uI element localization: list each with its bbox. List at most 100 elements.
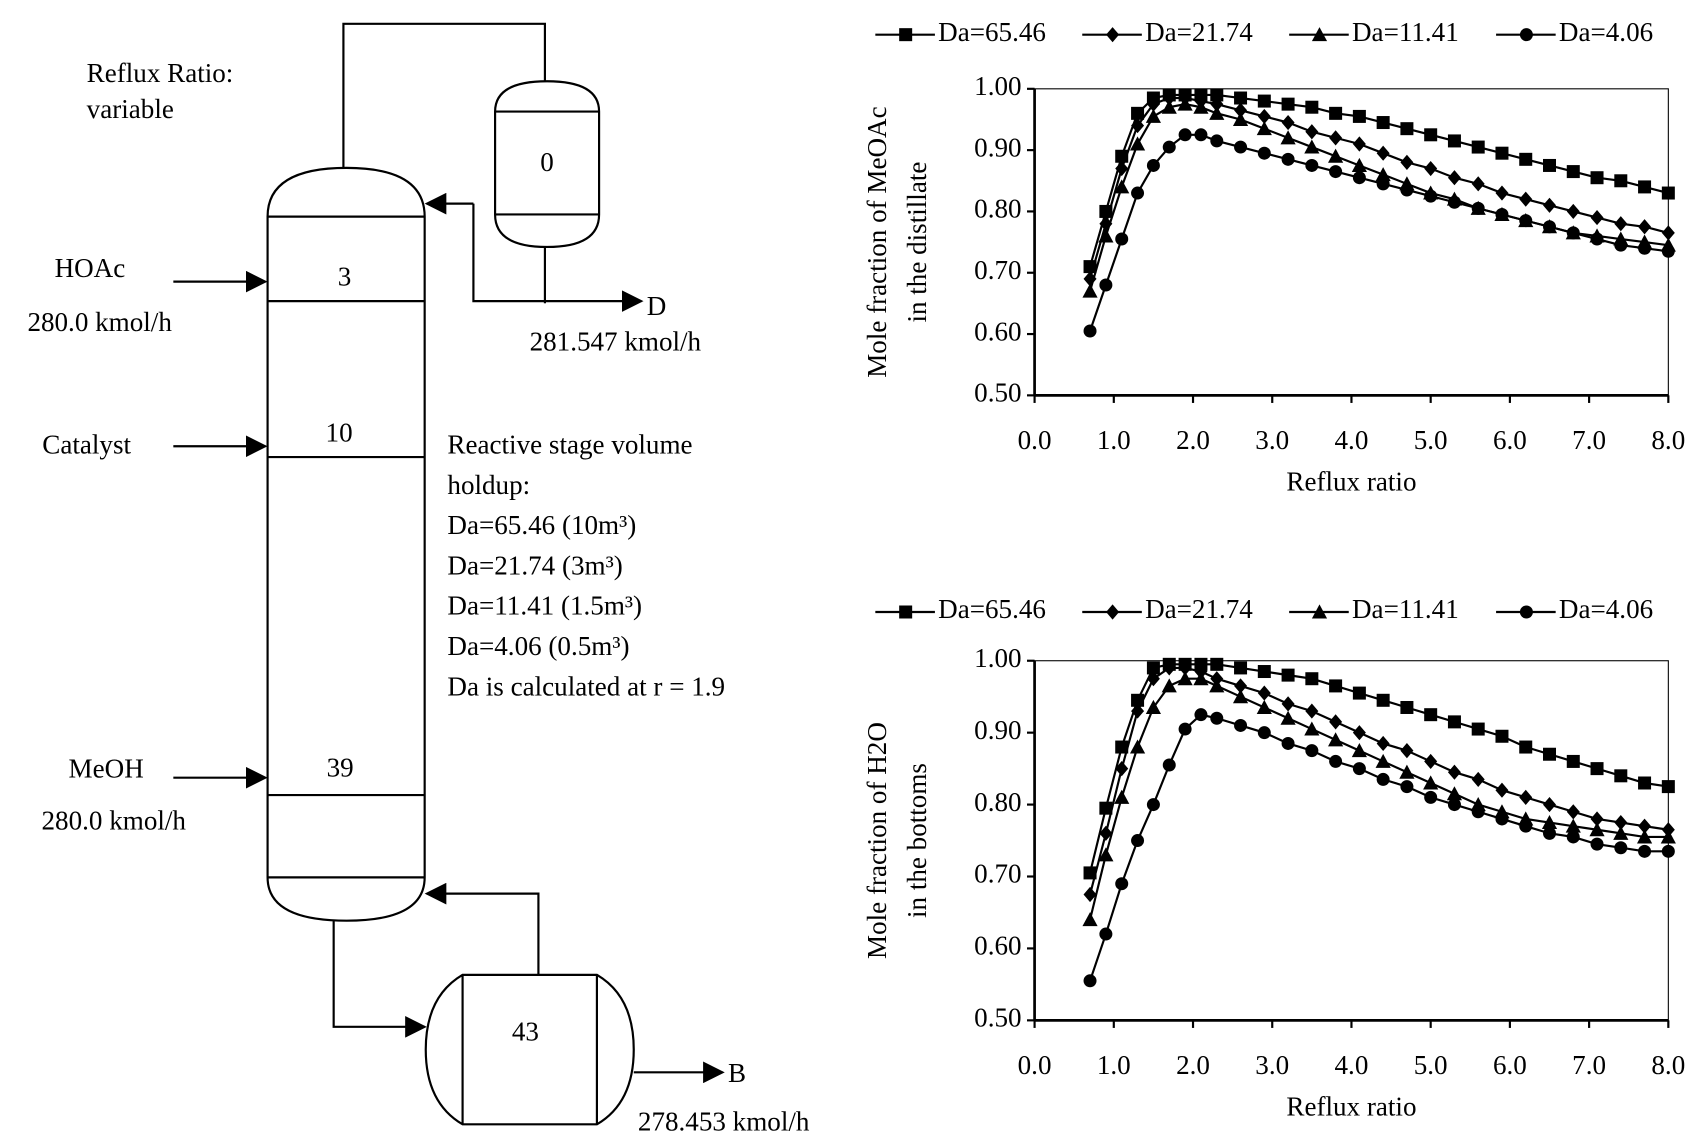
reboiler xyxy=(424,973,635,1126)
marker xyxy=(1329,679,1343,693)
boilup-line xyxy=(424,882,540,975)
chart: 0.50 0.60 0.70 0.80 0.90 1.00 0.0 1.0 2.0 3.0 4.0 5… xyxy=(862,17,1685,497)
marker xyxy=(1471,176,1485,192)
marker xyxy=(1590,811,1604,827)
distillate-line xyxy=(472,203,644,312)
marker xyxy=(1329,165,1343,179)
marker xyxy=(1471,140,1485,154)
marker xyxy=(1376,735,1390,752)
legend-label: Da=65.46 xyxy=(938,17,1046,47)
legend-label: Da=11.41 xyxy=(1352,594,1459,624)
marker xyxy=(1519,152,1533,166)
marker xyxy=(1234,661,1248,675)
x-tick-label: 4.0 xyxy=(1335,425,1369,455)
marker xyxy=(1471,771,1485,787)
marker xyxy=(1305,672,1319,686)
marker xyxy=(1099,216,1113,232)
x-tick-label: 1.0 xyxy=(1097,425,1131,455)
marker xyxy=(1234,678,1248,694)
product-name: D xyxy=(647,291,667,321)
marker xyxy=(1447,195,1461,209)
stage-label: 39 xyxy=(327,752,354,782)
marker xyxy=(1209,105,1225,120)
marker xyxy=(1565,818,1581,833)
marker xyxy=(1447,134,1461,148)
marker xyxy=(1114,179,1130,194)
marker xyxy=(1329,106,1343,120)
y-tick-label: 0.50 xyxy=(974,1003,1021,1033)
series-line xyxy=(1089,133,1669,332)
note-line: holdup: xyxy=(447,470,530,500)
marker xyxy=(1083,324,1097,338)
marker xyxy=(1614,841,1628,855)
y-tick-label: 0.60 xyxy=(974,931,1021,961)
marker xyxy=(1131,118,1145,134)
label: 0 xyxy=(540,147,554,177)
marker xyxy=(1519,789,1533,805)
marker xyxy=(1638,241,1652,255)
marker xyxy=(1495,812,1509,826)
legend-label: Da=21.74 xyxy=(1145,594,1253,624)
feed-name: Catalyst xyxy=(42,430,131,460)
x-tick-label: 0.0 xyxy=(1018,1050,1052,1080)
marker xyxy=(1589,822,1605,837)
marker xyxy=(1447,170,1461,186)
marker xyxy=(1280,710,1296,725)
x-tick-label: 4.0 xyxy=(1335,1050,1369,1080)
holdup-note: Reactive stage volume holdup: Da=65.46 (10… xyxy=(447,430,725,702)
marker xyxy=(1495,185,1509,201)
marker xyxy=(1636,829,1653,844)
marker xyxy=(1304,139,1320,154)
marker xyxy=(1590,837,1604,851)
marker xyxy=(1281,114,1295,131)
marker xyxy=(1329,714,1343,730)
marker xyxy=(1161,99,1177,114)
marker xyxy=(1281,736,1295,750)
x-tick-label: 2.0 xyxy=(1176,1050,1210,1080)
marker xyxy=(1257,108,1271,124)
note-line: Reactive stage volume xyxy=(447,430,692,460)
note-line: Da=11.41 (1.5m³) xyxy=(447,591,642,621)
marker xyxy=(1424,790,1438,804)
legend-marker xyxy=(1311,604,1328,619)
marker xyxy=(1352,136,1366,152)
marker xyxy=(1099,927,1113,941)
marker xyxy=(1638,776,1652,790)
y-axis-label: Mole fraction of MeOAc xyxy=(862,106,892,377)
marker xyxy=(1519,740,1533,754)
marker xyxy=(1193,671,1209,686)
marker xyxy=(1304,721,1320,736)
marker xyxy=(1329,130,1343,146)
chart: 0.50 0.60 0.70 0.80 0.90 1.00 0.0 1.0 2.0 3.0 4.0 5… xyxy=(862,594,1685,1121)
marker xyxy=(1083,886,1097,903)
legend-marker xyxy=(899,28,913,42)
series-line xyxy=(1088,96,1669,280)
marker xyxy=(1083,974,1097,988)
marker xyxy=(1145,699,1161,714)
marker xyxy=(1375,753,1391,768)
stage-lines xyxy=(267,215,425,879)
marker xyxy=(1614,769,1628,783)
marker xyxy=(1613,825,1629,840)
marker xyxy=(1099,825,1113,841)
marker xyxy=(1082,283,1098,298)
y-axis-label: in the bottoms xyxy=(902,763,932,918)
marker xyxy=(1210,711,1224,725)
marker xyxy=(1257,685,1271,701)
series-line xyxy=(1088,663,1669,874)
x-tick-label: 7.0 xyxy=(1572,1050,1606,1080)
y-tick-label: 0.70 xyxy=(974,255,1021,285)
marker xyxy=(1543,747,1557,761)
marker xyxy=(1329,754,1343,768)
series-line xyxy=(1089,713,1669,982)
legend-label: Da=4.06 xyxy=(1559,17,1653,47)
marker xyxy=(1351,743,1367,758)
note-line: Da=21.74 (3m³) xyxy=(447,550,622,580)
marker xyxy=(1566,830,1580,844)
x-tick-label: 5.0 xyxy=(1414,425,1448,455)
marker xyxy=(1305,100,1319,114)
marker xyxy=(1131,186,1145,200)
marker xyxy=(1281,696,1295,712)
marker xyxy=(1543,158,1557,172)
marker xyxy=(1614,238,1628,252)
